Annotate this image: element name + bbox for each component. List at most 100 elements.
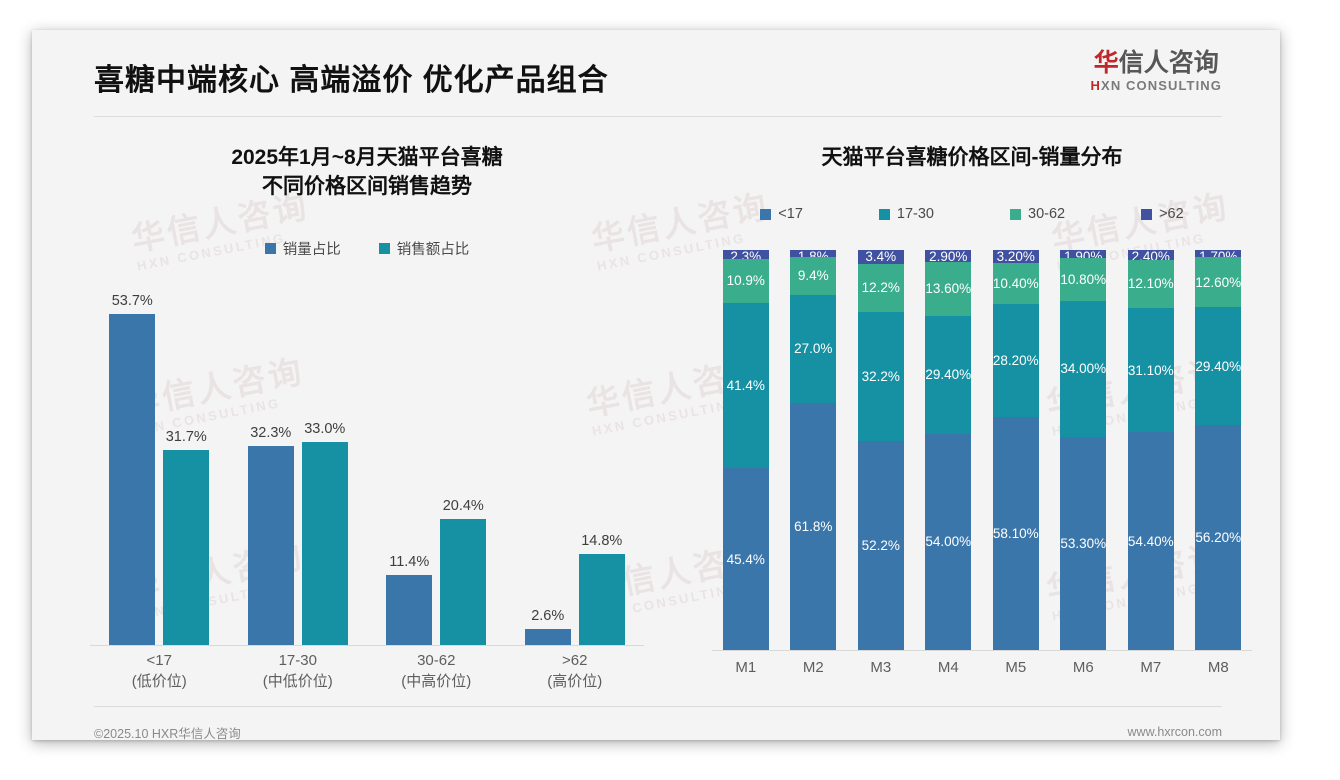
x-tick-label: M7 bbox=[1140, 659, 1162, 676]
stacked-bar-segment[interactable]: 61.8% bbox=[790, 402, 837, 650]
stacked-bar-segment[interactable]: 1.8% bbox=[790, 249, 837, 264]
legend-item[interactable]: 销售额占比 bbox=[378, 238, 469, 259]
bar-group: 32.3% 33.0% bbox=[229, 275, 368, 645]
segment-value-label: 12.2% bbox=[861, 280, 900, 296]
x-tick-label: M5 bbox=[1005, 659, 1027, 676]
page-title: 喜糖中端核心 高端溢价 优化产品组合 bbox=[94, 64, 609, 97]
stacked-bar-segment[interactable]: 13.60% bbox=[925, 261, 972, 317]
stacked-bar-segment[interactable]: 32.2% bbox=[857, 312, 904, 442]
logo-char-hua: 华 bbox=[1093, 49, 1119, 77]
stacked-bar-segment[interactable]: 3.20% bbox=[992, 249, 1039, 264]
legend-label: >62 bbox=[1159, 206, 1184, 222]
stacked-bar-segment[interactable]: 12.60% bbox=[1195, 256, 1242, 308]
bar[interactable]: 32.3% bbox=[247, 425, 294, 645]
x-tick-range: <17 bbox=[146, 652, 172, 669]
stacked-bar-segment[interactable]: 52.2% bbox=[857, 441, 904, 650]
legend-label: 销量占比 bbox=[282, 242, 341, 258]
left-x-axis bbox=[90, 645, 644, 646]
left-chart-title: 2025年1月~8月天猫平台喜糖 不同价格区间销售趋势 bbox=[72, 144, 662, 202]
legend-swatch-icon bbox=[378, 243, 390, 254]
legend-item[interactable]: 17-30 bbox=[878, 206, 934, 222]
stacked-bar-segment[interactable]: 54.00% bbox=[925, 433, 972, 650]
stacked-bar-segment[interactable]: 28.20% bbox=[992, 304, 1039, 418]
stacked-bar[interactable]: 3.20% 10.40% 28.20% 58.10% bbox=[992, 249, 1039, 650]
x-tick-label: >62 (高价位) bbox=[506, 650, 645, 693]
bar-group: 2.6% 14.8% bbox=[506, 275, 645, 645]
bar[interactable]: 2.6% bbox=[524, 608, 571, 645]
stacked-bar-segment[interactable]: 34.00% bbox=[1060, 300, 1107, 437]
stacked-bar-segment[interactable]: 31.10% bbox=[1127, 307, 1174, 433]
x-tick-range: 30-62 bbox=[417, 652, 456, 669]
stacked-bar-column: 2.40% 12.10% 31.10% 54.40% bbox=[1117, 249, 1185, 650]
stacked-bar-segment[interactable]: 9.4% bbox=[790, 257, 837, 295]
legend-item[interactable]: 30-62 bbox=[1010, 206, 1065, 222]
legend-swatch-icon bbox=[1010, 208, 1021, 220]
stacked-bar-segment[interactable]: 56.20% bbox=[1195, 424, 1242, 650]
stacked-bar-segment[interactable]: 10.9% bbox=[722, 259, 769, 303]
bar[interactable]: 31.7% bbox=[163, 429, 210, 645]
stacked-bar-segment[interactable]: 53.30% bbox=[1060, 436, 1107, 650]
stacked-bar-segment[interactable]: 58.10% bbox=[992, 417, 1039, 650]
x-tick-label: M2 bbox=[802, 659, 824, 676]
stacked-bar-segment[interactable]: 54.40% bbox=[1127, 432, 1174, 650]
stacked-bar-segment[interactable]: 27.0% bbox=[790, 294, 837, 403]
legend-label: 30-62 bbox=[1028, 206, 1066, 222]
stacked-bar-segment[interactable]: 3.4% bbox=[857, 249, 904, 264]
legend-label: 17-30 bbox=[896, 206, 934, 222]
stacked-bar-segment[interactable]: 41.4% bbox=[722, 302, 769, 469]
left-chart-title-line1: 2025年1月~8月天猫平台喜糖 bbox=[231, 146, 503, 169]
stacked-bar-segment[interactable]: 12.10% bbox=[1127, 259, 1174, 308]
stacked-bar-column: 1.70% 12.60% 29.40% 56.20% bbox=[1185, 249, 1253, 650]
footer-copyright: ©2025.10 HXR华信人咨询 bbox=[94, 726, 241, 741]
stacked-bar-segment[interactable]: 2.3% bbox=[722, 249, 769, 264]
stacked-bar[interactable]: 2.3% 10.9% 41.4% 45.4% bbox=[722, 249, 769, 650]
stacked-bar-segment[interactable]: 10.80% bbox=[1060, 257, 1107, 301]
right-x-axis bbox=[712, 650, 1252, 651]
x-tick-label: M6 bbox=[1072, 659, 1094, 676]
stacked-bar-column: 2.90% 13.60% 29.40% 54.00% bbox=[915, 249, 983, 650]
bar[interactable]: 20.4% bbox=[440, 498, 487, 645]
stacked-bar[interactable]: 2.90% 13.60% 29.40% 54.00% bbox=[925, 249, 972, 650]
stacked-bar-column: 3.20% 10.40% 28.20% 58.10% bbox=[982, 249, 1050, 650]
segment-value-label: 29.40% bbox=[925, 367, 972, 383]
segment-value-label: 61.8% bbox=[794, 518, 833, 534]
stacked-bar-segment[interactable]: 12.2% bbox=[857, 263, 904, 313]
segment-value-label: 29.40% bbox=[1195, 358, 1242, 374]
segment-value-label: 54.00% bbox=[925, 534, 972, 550]
stacked-bar-segment[interactable]: 1.90% bbox=[1060, 249, 1107, 264]
segment-value-label: 12.60% bbox=[1195, 274, 1242, 290]
bar-value-label: 33.0% bbox=[304, 420, 346, 437]
bar[interactable]: 33.0% bbox=[301, 421, 348, 645]
stacked-bar[interactable]: 1.70% 12.60% 29.40% 56.20% bbox=[1195, 249, 1242, 650]
bar[interactable]: 14.8% bbox=[578, 533, 625, 645]
segment-value-label: 3.20% bbox=[996, 249, 1035, 264]
stacked-bar[interactable]: 3.4% 12.2% 32.2% 52.2% bbox=[857, 249, 904, 650]
legend-item[interactable]: >62 bbox=[1141, 206, 1184, 222]
stacked-bar-segment[interactable]: 29.40% bbox=[1195, 307, 1242, 425]
legend-item[interactable]: 销量占比 bbox=[264, 238, 341, 259]
stacked-bar-column: 1.8% 9.4% 27.0% 61.8% bbox=[780, 249, 848, 650]
stacked-bar-segment[interactable]: 2.40% bbox=[1127, 249, 1174, 264]
legend-swatch-icon bbox=[1141, 208, 1153, 220]
bar[interactable]: 53.7% bbox=[109, 293, 156, 645]
slide-body: 华信人咨询 HXN CONSULTING 华信人咨询 HXN CONSULTIN… bbox=[32, 116, 1280, 706]
stacked-bar[interactable]: 1.8% 9.4% 27.0% 61.8% bbox=[790, 249, 837, 650]
stacked-bar-segment[interactable]: 45.4% bbox=[722, 468, 769, 650]
stacked-bar-segment[interactable]: 1.70% bbox=[1195, 249, 1242, 264]
stacked-bar-segment[interactable]: 2.90% bbox=[925, 249, 972, 264]
legend-item[interactable]: <17 bbox=[760, 206, 803, 222]
right-chart-panel: 天猫平台喜糖价格区间-销量分布 <17 17-30 30-62 >62 2.3% 10.… bbox=[672, 116, 1272, 706]
stacked-bar-group: 2.3% 10.9% 41.4% 45.4% 1.8% 9.4% 27.0% 61.8% 3.4… bbox=[712, 249, 1253, 650]
x-tick-label: 30-62 (中高价位) bbox=[367, 650, 506, 693]
x-tick-sublabel: (中低价位) bbox=[262, 673, 333, 691]
stacked-bar[interactable]: 1.90% 10.80% 34.00% 53.30% bbox=[1060, 249, 1107, 650]
bar-value-label: 31.7% bbox=[165, 428, 207, 445]
legend-swatch-icon bbox=[264, 243, 276, 254]
bar[interactable]: 11.4% bbox=[386, 554, 433, 645]
stacked-bar-segment[interactable]: 10.40% bbox=[992, 262, 1039, 305]
stacked-bar-segment[interactable]: 29.40% bbox=[925, 316, 972, 434]
stacked-bar-column: 1.90% 10.80% 34.00% 53.30% bbox=[1050, 249, 1118, 650]
segment-value-label: 41.4% bbox=[726, 378, 765, 394]
stacked-bar[interactable]: 2.40% 12.10% 31.10% 54.40% bbox=[1127, 249, 1174, 650]
